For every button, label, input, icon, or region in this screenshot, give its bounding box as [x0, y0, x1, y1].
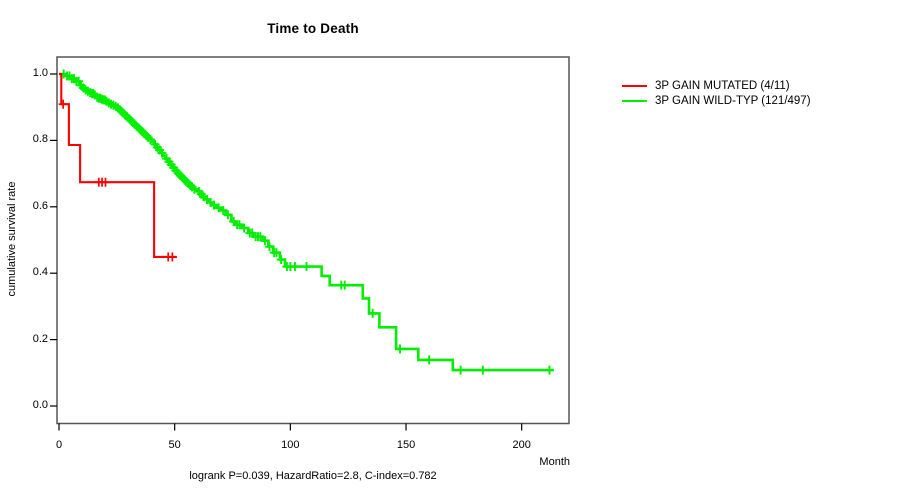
chart-title: Time to Death: [267, 21, 359, 36]
x-tick-label: 100: [281, 439, 300, 451]
y-axis-label: cumulative survival rate: [6, 181, 18, 297]
y-tick-label: 0.2: [32, 332, 48, 345]
legend-label: 3P GAIN WILD-TYP (121/497): [655, 94, 811, 107]
x-tick-label: 0: [55, 439, 63, 451]
x-tick-label: 50: [168, 439, 181, 451]
x-tick-label: 200: [512, 439, 531, 451]
stats-annotation: logrank P=0.039, HazardRatio=2.8, C-inde…: [189, 470, 437, 482]
legend-label: 3P GAIN MUTATED (4/11): [655, 80, 790, 93]
legend-item: 3P GAIN WILD-TYP (121/497): [622, 94, 811, 109]
y-tick-label: 0.8: [32, 133, 48, 146]
y-tick-label: 0.4: [32, 266, 48, 279]
legend: 3P GAIN MUTATED (4/11) 3P GAIN WILD-TYP (…: [622, 79, 811, 108]
y-tick-label: 0.0: [32, 399, 48, 411]
legend-item: 3P GAIN MUTATED (4/11): [622, 79, 811, 94]
legend-line-swatch: [622, 85, 647, 88]
x-tick-label: 150: [396, 439, 416, 451]
legend-line-swatch: [622, 99, 647, 102]
x-axis-label: Month: [539, 456, 570, 468]
y-tick-label: 1.0: [32, 67, 48, 79]
survival-curve-mutated: [59, 72, 177, 258]
y-tick-label: 0.6: [32, 199, 48, 212]
plot-box: [56, 56, 570, 425]
